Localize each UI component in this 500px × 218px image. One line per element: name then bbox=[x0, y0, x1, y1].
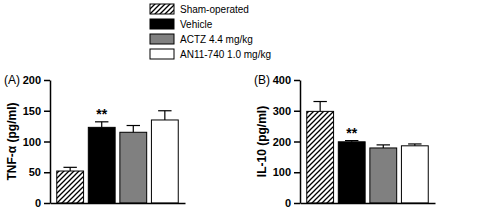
y-tick-label: 150 bbox=[23, 105, 41, 117]
significance-marker: ** bbox=[96, 106, 107, 122]
y-tick-label: 300 bbox=[273, 105, 291, 117]
y-tick-label: 100 bbox=[23, 136, 41, 148]
y-tick-mark bbox=[294, 172, 300, 174]
y-tick-mark bbox=[44, 203, 50, 205]
y-tick-mark bbox=[294, 203, 300, 205]
legend-entry: ACTZ 4.4 mg/kg bbox=[150, 34, 253, 45]
y-tick-label: 0 bbox=[35, 197, 41, 209]
y-tick-mark bbox=[44, 141, 50, 143]
y-tick: 200 bbox=[23, 74, 50, 86]
bar bbox=[401, 146, 428, 203]
error-cap bbox=[408, 143, 421, 144]
bar bbox=[88, 127, 115, 203]
legend-swatch bbox=[150, 4, 174, 14]
y-tick-mark bbox=[44, 80, 50, 82]
y-tick-mark bbox=[44, 172, 50, 174]
legend-label: Vehicle bbox=[180, 19, 213, 30]
bar bbox=[370, 148, 397, 203]
x-axis bbox=[51, 203, 186, 205]
legend-entry: AN11-740 1.0 mg/kg bbox=[150, 49, 271, 60]
y-tick: 100 bbox=[273, 166, 300, 178]
error-cap bbox=[313, 101, 326, 102]
y-tick-mark bbox=[294, 111, 300, 113]
error-line bbox=[101, 122, 102, 128]
y-tick-mark bbox=[44, 111, 50, 113]
error-bar bbox=[127, 126, 140, 133]
y-tick-label: 400 bbox=[273, 74, 291, 86]
y-tick-label: 100 bbox=[273, 166, 291, 178]
y-axis: 0 50 100 150 200 bbox=[23, 74, 51, 209]
chart-panel: ** 0 100 200 300 400 IL-10 (pg/ml) (B) bbox=[254, 73, 436, 209]
legend-label: AN11-740 1.0 mg/kg bbox=[180, 49, 271, 60]
y-axis: 0 100 200 300 400 bbox=[273, 74, 301, 209]
legend-label: ACTZ 4.4 mg/kg bbox=[180, 34, 253, 45]
error-cap bbox=[63, 167, 76, 168]
error-line bbox=[133, 126, 134, 133]
plot-area bbox=[57, 111, 179, 203]
y-tick: 100 bbox=[23, 136, 50, 148]
figure: ** 0 50 100 150 200 TNF-α (pg/ml) (A) Sham-opera… bbox=[0, 0, 500, 218]
y-axis-title: IL-10 (pg/ml) bbox=[255, 106, 269, 177]
error-line bbox=[164, 111, 165, 120]
legend-swatch bbox=[150, 19, 174, 29]
bar bbox=[307, 111, 334, 203]
legend-label: Sham-operated bbox=[180, 4, 249, 15]
legend-entry: Vehicle bbox=[150, 19, 213, 30]
legend-swatch bbox=[150, 34, 174, 44]
error-bar bbox=[95, 122, 108, 128]
x-axis-line bbox=[301, 203, 436, 205]
error-line bbox=[320, 102, 321, 112]
x-axis-line bbox=[51, 203, 186, 205]
bar bbox=[338, 142, 365, 203]
legend: Sham-operated Vehicle ACTZ 4.4 mg/kg AN11-7… bbox=[150, 4, 271, 60]
panel-label: (A) bbox=[4, 73, 20, 87]
chart-panel: ** 0 50 100 150 200 TNF-α (pg/ml) (A) bbox=[4, 73, 186, 209]
y-tick: 200 bbox=[273, 136, 300, 148]
bar bbox=[120, 132, 147, 203]
error-cap bbox=[377, 144, 390, 145]
legend-entry: Sham-operated bbox=[150, 4, 249, 15]
error-cap bbox=[127, 125, 140, 126]
y-tick-label: 0 bbox=[285, 197, 291, 209]
legend-swatch bbox=[150, 49, 174, 59]
y-axis-title: TNF-α (pg/ml) bbox=[5, 102, 19, 180]
y-tick: 150 bbox=[23, 105, 50, 117]
bar bbox=[57, 171, 84, 203]
x-axis bbox=[301, 203, 436, 205]
panel-label: (B) bbox=[254, 73, 270, 87]
y-tick: 0 bbox=[285, 197, 300, 209]
y-tick: 0 bbox=[35, 197, 50, 209]
y-tick: 400 bbox=[273, 74, 300, 86]
error-bar bbox=[313, 102, 326, 112]
y-tick-label: 200 bbox=[273, 136, 291, 148]
y-tick: 300 bbox=[273, 105, 300, 117]
error-bar bbox=[377, 145, 390, 148]
error-bar bbox=[158, 111, 171, 120]
bar bbox=[151, 120, 178, 203]
y-tick-label: 50 bbox=[29, 166, 41, 178]
error-bar bbox=[345, 141, 358, 142]
error-bar bbox=[63, 167, 76, 171]
y-tick-label: 200 bbox=[23, 74, 41, 86]
error-cap bbox=[158, 110, 171, 111]
error-bar bbox=[408, 144, 421, 146]
y-tick-mark bbox=[294, 141, 300, 143]
plot-area bbox=[307, 102, 429, 203]
y-tick-mark bbox=[294, 80, 300, 82]
y-tick: 50 bbox=[29, 166, 50, 178]
significance-marker: ** bbox=[346, 125, 357, 141]
